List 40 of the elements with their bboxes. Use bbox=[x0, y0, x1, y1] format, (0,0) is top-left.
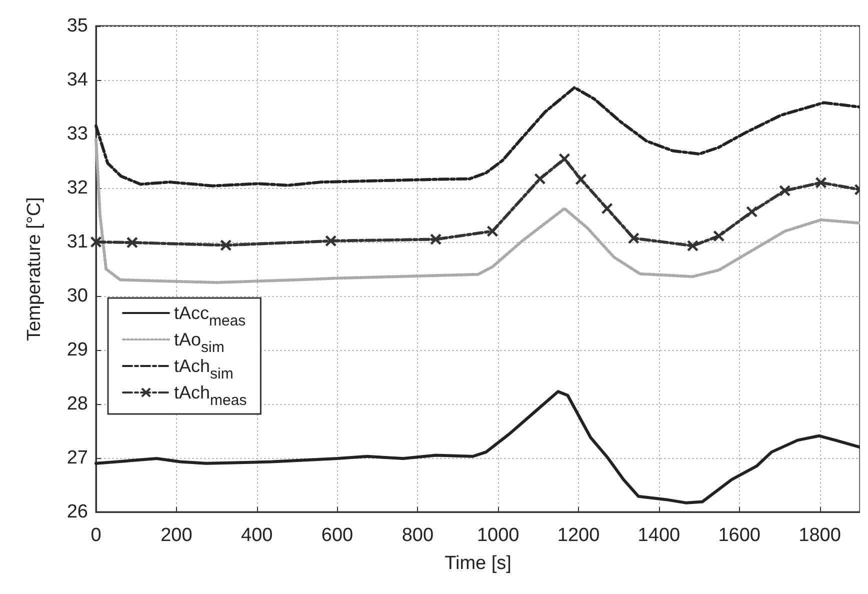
x-axis-title: Time [s] bbox=[444, 553, 512, 574]
point bbox=[430, 234, 442, 245]
point bbox=[687, 240, 698, 252]
y-tick-label: 26 bbox=[66, 502, 88, 522]
point bbox=[779, 185, 790, 196]
y-tick-label: 34 bbox=[66, 70, 88, 90]
y-tick-label: 33 bbox=[66, 124, 88, 144]
x-tick-label: 1200 bbox=[557, 525, 600, 546]
point bbox=[713, 230, 724, 242]
y-tick-label: 27 bbox=[66, 448, 88, 468]
x-tick-label: 1800 bbox=[798, 525, 841, 546]
point bbox=[558, 153, 570, 164]
point bbox=[220, 240, 232, 251]
x-tick-label: 0 bbox=[90, 525, 102, 546]
x-tick-label: 400 bbox=[240, 525, 273, 546]
point bbox=[746, 206, 758, 218]
y-tick-label: 29 bbox=[66, 340, 88, 360]
point bbox=[126, 237, 138, 248]
x-tick-label: 200 bbox=[160, 525, 192, 546]
y-tick-label: 31 bbox=[66, 232, 88, 252]
y-tick-label: 32 bbox=[66, 178, 88, 198]
line-series bbox=[94, 138, 860, 284]
y-tick-label: 28 bbox=[66, 394, 88, 414]
point bbox=[628, 232, 640, 244]
y-tick-label: 30 bbox=[66, 286, 88, 306]
x-tick-label: 600 bbox=[321, 525, 354, 546]
y-axis-title: Temperature [°C] bbox=[24, 197, 45, 341]
y-tick-label: 35 bbox=[66, 16, 88, 36]
point bbox=[575, 174, 586, 185]
point bbox=[486, 226, 498, 237]
point bbox=[602, 203, 613, 214]
point bbox=[815, 177, 826, 188]
point bbox=[325, 235, 336, 246]
x-tick-label: 1400 bbox=[638, 525, 680, 546]
line-series bbox=[94, 86, 860, 188]
x-tick-label: 1000 bbox=[476, 525, 520, 546]
x-tick-label: 1600 bbox=[718, 525, 761, 546]
x-tick-label: 800 bbox=[402, 525, 434, 546]
point bbox=[534, 173, 546, 184]
point bbox=[90, 236, 102, 248]
